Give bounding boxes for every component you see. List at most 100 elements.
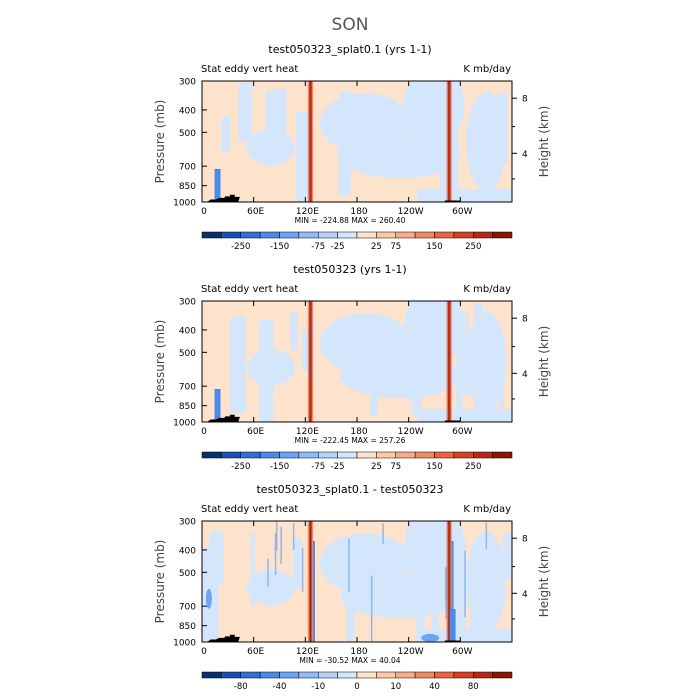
x-tick-label: 60W (452, 427, 472, 437)
y-tick-label: 300 (179, 518, 196, 528)
colorbar-box (201, 451, 222, 459)
panel-title: test050323_splat0.1 (yrs 1-1) (268, 43, 431, 56)
x-tick-label: 60E (247, 207, 264, 217)
topography-andes (444, 200, 461, 202)
plot-area (202, 521, 512, 642)
colorbar-label: -80 (234, 682, 248, 692)
x-tick-label: 120W (398, 427, 424, 437)
colorbar-box (395, 231, 416, 239)
y-tick-label: 400 (179, 546, 196, 556)
colorbar-label: 250 (465, 462, 481, 472)
feature-mark (307, 521, 314, 642)
colorbar-box (298, 231, 319, 239)
panel-left-label: Stat eddy vert heat (201, 284, 298, 295)
colorbar-box (337, 671, 358, 679)
topography-africa (207, 414, 244, 422)
field-blob (340, 354, 461, 399)
field-streak (217, 531, 224, 585)
panel-right-label: K mb/day (463, 284, 511, 295)
y-tick-label: 700 (179, 163, 196, 173)
colorbar-box (414, 671, 435, 679)
colorbar-label: -40 (273, 682, 287, 692)
panel-stats: MIN = -222.45 MAX = 257.26 (295, 436, 406, 445)
colorbar-label: -150 (270, 242, 289, 252)
y-axis-label: Pressure (mb) (153, 540, 167, 624)
y-tick-label: 500 (179, 349, 196, 359)
panel-right-label: K mb/day (463, 64, 511, 75)
x-tick-label: 180 (350, 647, 367, 657)
y-tick-label: 400 (179, 326, 196, 336)
colorbar-label: -25 (331, 242, 345, 252)
colorbar-box (221, 231, 241, 239)
y-tick-label: 700 (179, 603, 196, 613)
topography-africa (207, 194, 244, 202)
colorbar-label: 150 (426, 242, 442, 252)
field-blob (340, 134, 461, 179)
panel-title: test050323 (yrs 1-1) (293, 263, 406, 276)
y-right-tick-label: 8 (522, 535, 528, 545)
colorbar-label: 25 (371, 462, 382, 472)
topography-andes (444, 640, 461, 642)
panel-title: test050323_splat0.1 - test050323 (256, 483, 443, 496)
y-tick-label: 850 (179, 622, 196, 632)
y-right-axis-label: Height (km) (537, 546, 551, 617)
field-blob (246, 569, 295, 606)
y-axis-label: Pressure (mb) (153, 320, 167, 404)
colorbar-label: 25 (371, 242, 382, 252)
x-tick-label: 120W (398, 647, 424, 657)
y-right-axis-label: Height (km) (537, 326, 551, 397)
colorbar-box (221, 451, 241, 459)
panel-3: test050323_splat0.1 - test050323 Stat edd… (153, 483, 551, 692)
colorbar-box (240, 671, 261, 679)
colorbar-label: 80 (468, 682, 479, 692)
feature-core (309, 301, 312, 422)
colorbar-label: 10 (390, 682, 401, 692)
colorbar-box (356, 231, 377, 239)
topography-africa (207, 634, 244, 642)
colorbar-box (473, 671, 493, 679)
field-blob (246, 129, 295, 166)
colorbar-box (201, 231, 222, 239)
colorbar-label: 75 (390, 242, 401, 252)
field-filament (370, 575, 373, 642)
colorbar-box (259, 451, 280, 459)
colorbar-box (356, 671, 377, 679)
y-tick-label: 1000 (173, 419, 196, 429)
colorbar-label: -75 (311, 242, 325, 252)
field-streak (292, 537, 303, 588)
colorbar-label: -250 (231, 242, 250, 252)
colorbar-label: 0 (354, 682, 359, 692)
panel-stats: MIN = -224.88 MAX = 260.40 (295, 216, 406, 225)
x-tick-label: 0 (201, 427, 207, 437)
field-blob (340, 574, 461, 619)
field-blob (404, 521, 465, 586)
field-filament (267, 558, 269, 587)
field-blob (404, 81, 465, 146)
field-filament (280, 526, 282, 565)
field-blob (466, 311, 507, 412)
colorbar-label: 75 (390, 462, 401, 472)
feature-mark (449, 608, 456, 642)
y-tick-label: 400 (179, 106, 196, 116)
field-filament (274, 533, 277, 575)
colorbar-box (376, 671, 396, 679)
x-tick-label: 180 (350, 207, 367, 217)
colorbar-box (453, 671, 474, 679)
x-tick-label: 0 (201, 207, 207, 217)
colorbar-box (259, 231, 280, 239)
field-surface-band (417, 409, 512, 422)
feature-core (451, 541, 454, 642)
x-tick-label: 180 (350, 427, 367, 437)
x-tick-label: 0 (201, 647, 207, 657)
field-streak (301, 330, 309, 372)
y-right-tick-label: 4 (522, 150, 528, 160)
colorbar-box (376, 231, 396, 239)
colorbar-box (318, 451, 338, 459)
y-tick-label: 1000 (173, 199, 196, 209)
colorbar-box (298, 451, 319, 459)
colorbar-box (434, 671, 455, 679)
field-blob (404, 301, 465, 366)
panel-right-label: K mb/day (463, 504, 511, 515)
topography-andes (444, 420, 461, 422)
